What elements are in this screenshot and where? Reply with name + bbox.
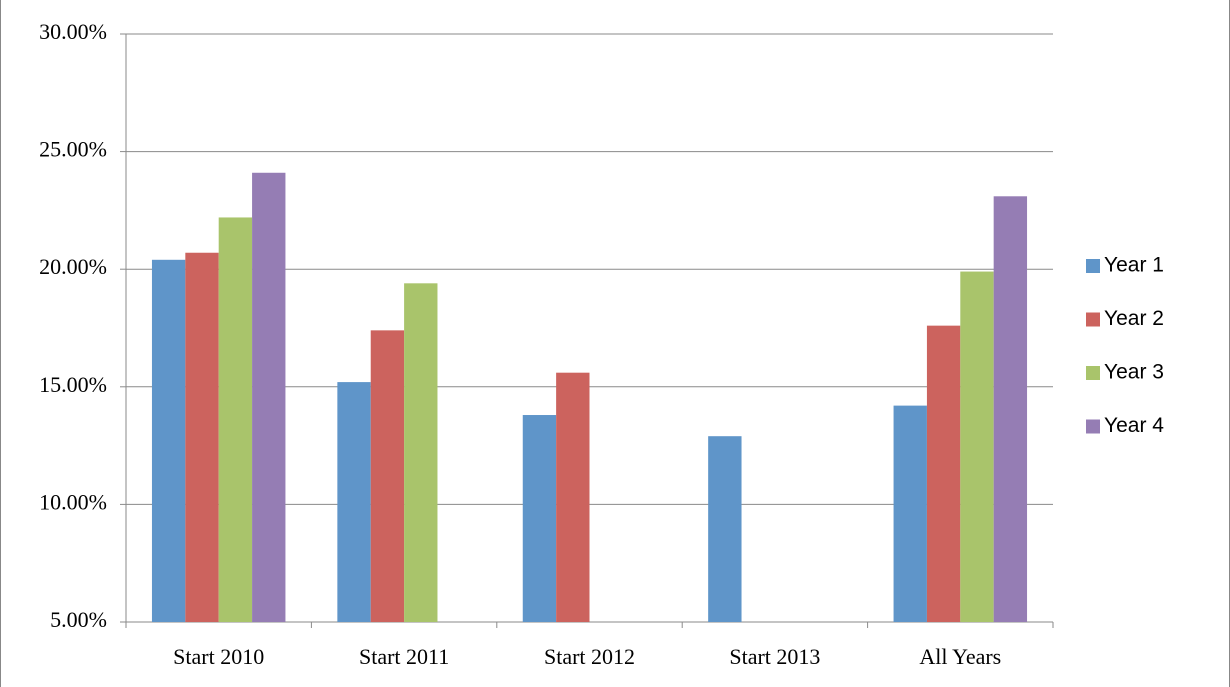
y-tick-label: 15.00% [39, 372, 107, 397]
legend-label: Year 1 [1104, 254, 1164, 277]
legend-label: Year 4 [1104, 414, 1164, 437]
legend-swatch [1086, 419, 1100, 434]
legend-swatch [1086, 366, 1100, 380]
bar [218, 217, 253, 622]
bar [556, 372, 590, 622]
legend-swatch [1086, 312, 1100, 327]
bar [252, 172, 286, 622]
bar [522, 415, 557, 622]
bar [960, 271, 994, 622]
legend-swatch [1086, 259, 1100, 273]
y-tick-label: 20.00% [39, 254, 107, 279]
x-tick-label: Start 2011 [359, 644, 449, 669]
bar [926, 325, 961, 622]
bar [370, 330, 405, 622]
y-tick-label: 10.00% [39, 489, 107, 514]
legend-label: Year 2 [1104, 307, 1164, 330]
y-tick-label: 30.00% [39, 19, 107, 44]
bar [893, 405, 927, 622]
bar [337, 382, 371, 622]
x-tick-label: All Years [919, 644, 1001, 669]
bar [993, 196, 1028, 622]
x-tick-label: Start 2013 [729, 644, 820, 669]
y-tick-label: 5.00% [50, 607, 107, 632]
x-tick-label: Start 2012 [544, 644, 635, 669]
bar [708, 436, 742, 622]
x-tick-label: Start 2010 [173, 644, 264, 669]
bar [404, 283, 438, 622]
y-tick-label: 25.00% [39, 137, 107, 162]
bar [151, 259, 186, 622]
bar [185, 252, 219, 622]
legend-label: Year 3 [1104, 361, 1164, 384]
